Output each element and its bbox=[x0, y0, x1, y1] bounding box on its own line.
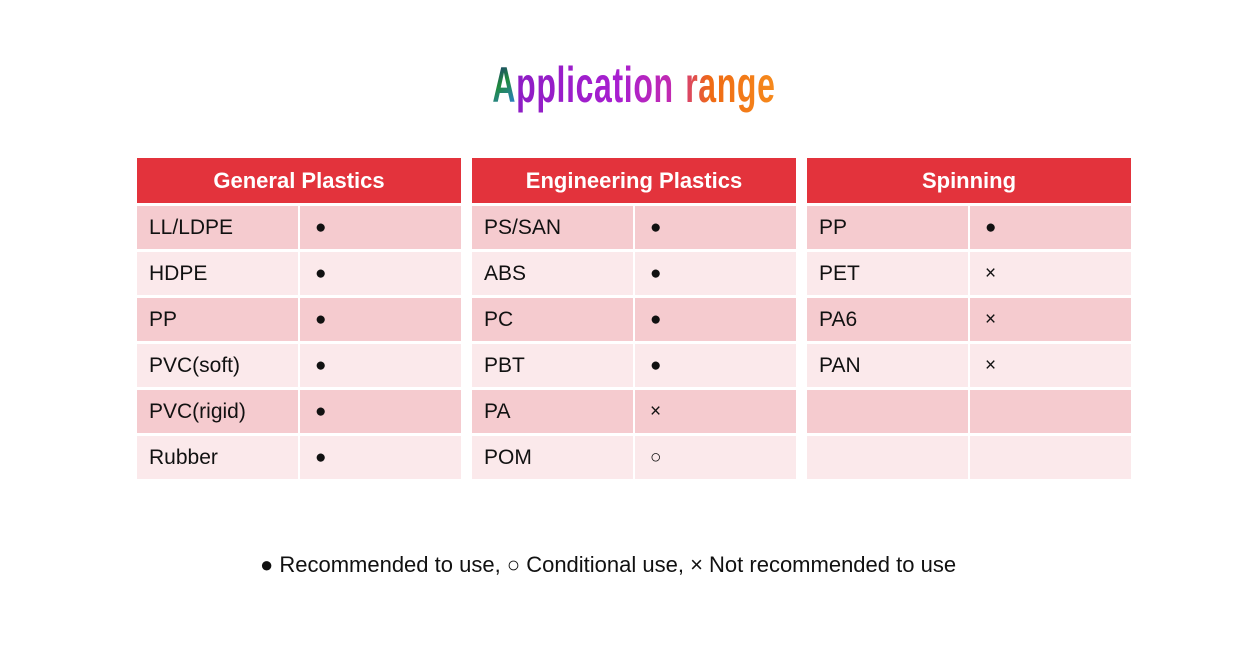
table-row: PBT ● bbox=[472, 344, 796, 387]
material-name-cell: PA6 bbox=[807, 298, 968, 341]
symbol-cell: ● bbox=[970, 206, 1131, 249]
table-row: PVC(rigid) ● bbox=[137, 390, 461, 433]
symbol-legend: ● Recommended to use, ○ Conditional use,… bbox=[259, 552, 957, 577]
table-row bbox=[807, 390, 1131, 433]
column-group-header: Spinning bbox=[807, 158, 1131, 203]
material-name-cell: PP bbox=[137, 298, 298, 341]
table-row: Rubber ● bbox=[137, 436, 461, 479]
symbol-cell: ● bbox=[635, 252, 796, 295]
column-group-general-plastics: General Plastics LL/LDPE ● HDPE ● PP ● P… bbox=[137, 158, 461, 479]
table-row: PC ● bbox=[472, 298, 796, 341]
symbol-cell: × bbox=[970, 298, 1131, 341]
symbol-cell: ● bbox=[300, 436, 461, 479]
table-row: POM ○ bbox=[472, 436, 796, 479]
table-row: PAN × bbox=[807, 344, 1131, 387]
material-name-cell: PBT bbox=[472, 344, 633, 387]
material-name-cell: POM bbox=[472, 436, 633, 479]
table-row: PA × bbox=[472, 390, 796, 433]
material-name-cell: LL/LDPE bbox=[137, 206, 298, 249]
material-name-cell: PA bbox=[472, 390, 633, 433]
symbol-cell: × bbox=[970, 252, 1131, 295]
table-row: PP ● bbox=[807, 206, 1131, 249]
material-name-cell: PVC(soft) bbox=[137, 344, 298, 387]
table-row: LL/LDPE ● bbox=[137, 206, 461, 249]
table-row: PP ● bbox=[137, 298, 461, 341]
column-group-header: Engineering Plastics bbox=[472, 158, 796, 203]
symbol-cell: ● bbox=[300, 252, 461, 295]
title-part-a: A bbox=[492, 57, 517, 113]
table-row: PET × bbox=[807, 252, 1131, 295]
table-row: HDPE ● bbox=[137, 252, 461, 295]
page-title: Application range bbox=[233, 58, 1034, 113]
application-range-table: General Plastics LL/LDPE ● HDPE ● PP ● P… bbox=[137, 158, 1131, 479]
table-row bbox=[807, 436, 1131, 479]
title-part-pplication: pplication bbox=[516, 57, 674, 113]
symbol-cell bbox=[970, 390, 1131, 433]
symbol-cell: × bbox=[970, 344, 1131, 387]
column-group-spinning: Spinning PP ● PET × PA6 × PAN × bbox=[807, 158, 1131, 479]
material-name-cell: PS/SAN bbox=[472, 206, 633, 249]
table-row: PA6 × bbox=[807, 298, 1131, 341]
material-name-cell: HDPE bbox=[137, 252, 298, 295]
material-name-cell bbox=[807, 436, 968, 479]
material-name-cell: PET bbox=[807, 252, 968, 295]
symbol-cell: ● bbox=[300, 344, 461, 387]
symbol-cell: ● bbox=[635, 206, 796, 249]
table-row: PVC(soft) ● bbox=[137, 344, 461, 387]
material-name-cell: PAN bbox=[807, 344, 968, 387]
symbol-cell: ● bbox=[300, 206, 461, 249]
material-name-cell: PP bbox=[807, 206, 968, 249]
material-name-cell: PC bbox=[472, 298, 633, 341]
table-row: ABS ● bbox=[472, 252, 796, 295]
symbol-cell: × bbox=[635, 390, 796, 433]
symbol-cell: ● bbox=[635, 344, 796, 387]
symbol-cell: ● bbox=[635, 298, 796, 341]
symbol-cell bbox=[970, 436, 1131, 479]
material-name-cell: Rubber bbox=[137, 436, 298, 479]
symbol-cell: ● bbox=[300, 298, 461, 341]
material-name-cell: ABS bbox=[472, 252, 633, 295]
symbol-cell: ● bbox=[300, 390, 461, 433]
material-name-cell bbox=[807, 390, 968, 433]
table-row: PS/SAN ● bbox=[472, 206, 796, 249]
symbol-cell: ○ bbox=[635, 436, 796, 479]
material-name-cell: PVC(rigid) bbox=[137, 390, 298, 433]
column-group-engineering-plastics: Engineering Plastics PS/SAN ● ABS ● PC ●… bbox=[472, 158, 796, 479]
column-group-header: General Plastics bbox=[137, 158, 461, 203]
title-part-range: range bbox=[685, 57, 776, 113]
